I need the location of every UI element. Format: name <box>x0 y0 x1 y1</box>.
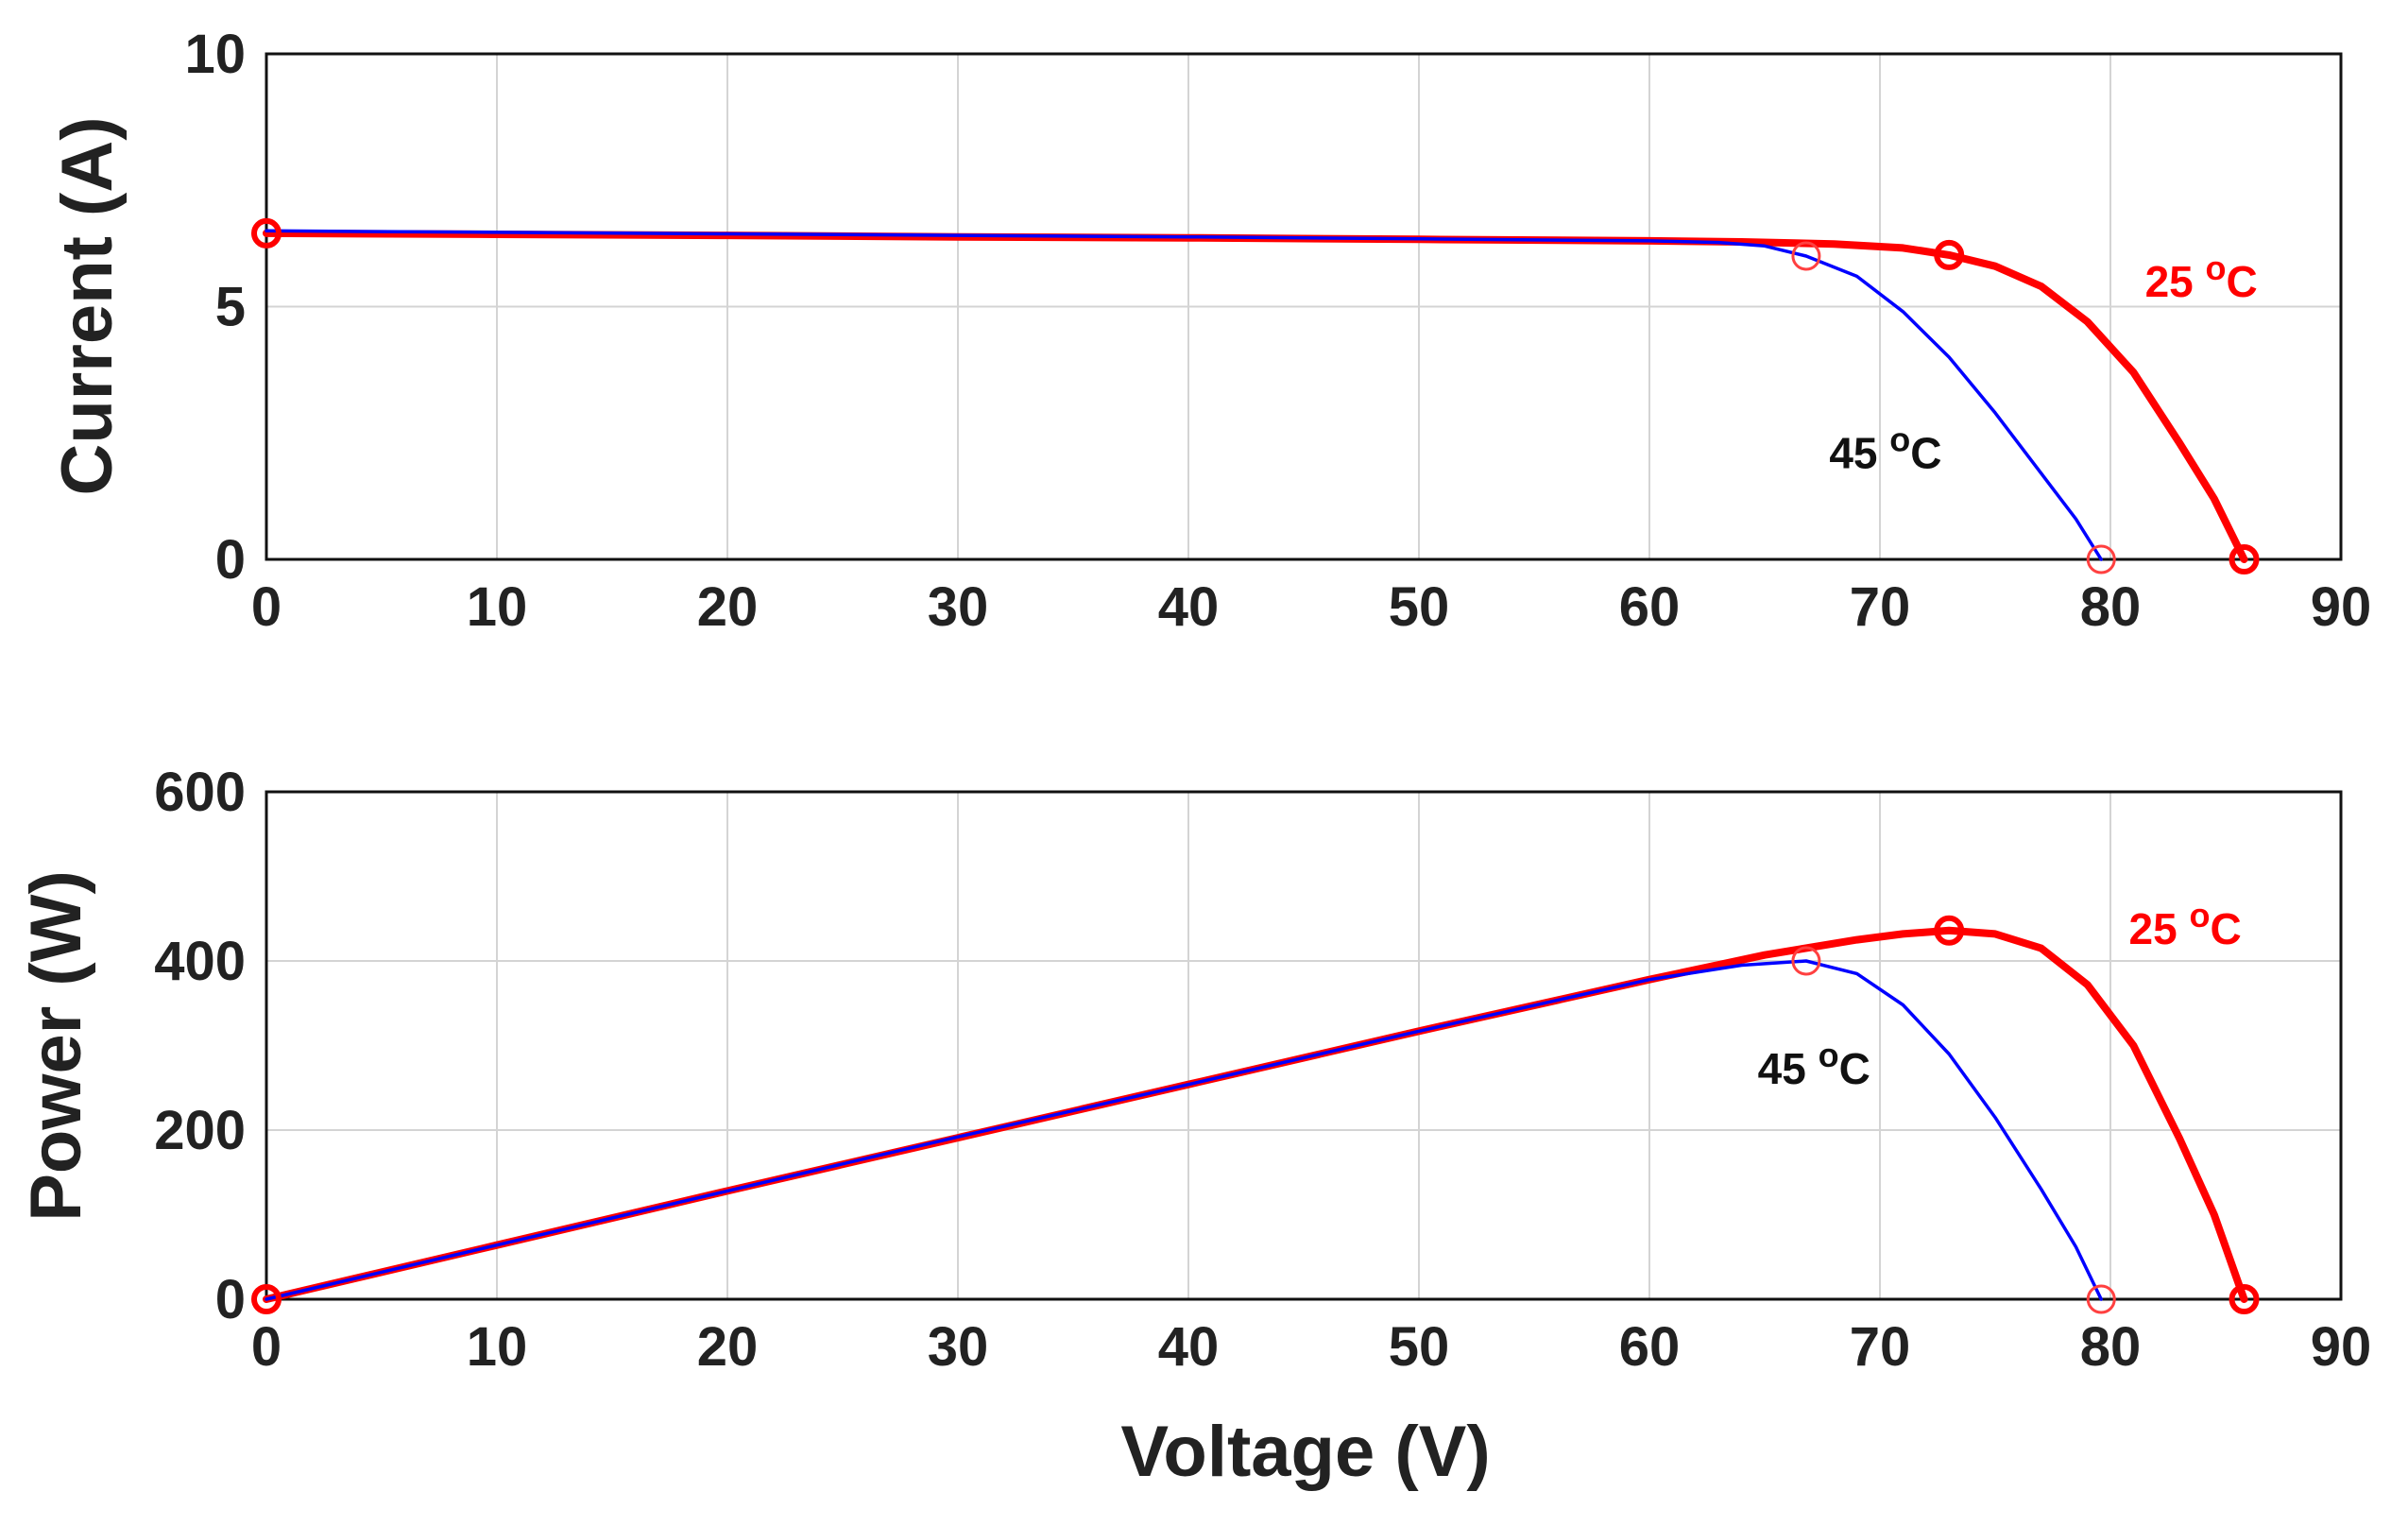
data-point-marker <box>2229 1284 2260 1314</box>
data-point-marker <box>1791 946 1821 976</box>
x-tick-label: 10 <box>467 576 528 638</box>
x-tick-label: 20 <box>697 576 759 638</box>
x-tick-label: 20 <box>697 1316 759 1378</box>
x-tick-label: 50 <box>1389 1316 1450 1378</box>
series-annotation: 25 oC <box>2145 249 2258 306</box>
data-point-marker <box>1934 915 1965 946</box>
y-tick-label: 400 <box>154 931 246 992</box>
y-tick-label: 5 <box>215 277 246 338</box>
series-line <box>263 229 2248 563</box>
x-tick-label: 0 <box>251 1316 282 1378</box>
series-annotation: 25 oC <box>2129 896 2242 953</box>
series-line <box>263 926 2248 1303</box>
x-tick-label: 30 <box>928 576 989 638</box>
data-point-marker <box>2086 544 2116 574</box>
series-line <box>265 229 2103 561</box>
series-annotation: 45 oC <box>1829 420 1941 478</box>
x-tick-label: 90 <box>2311 1316 2372 1378</box>
y-tick-label: 200 <box>154 1100 246 1161</box>
x-tick-label: 80 <box>2080 1316 2142 1378</box>
y-axis-title: Current (A) <box>47 116 128 495</box>
plot-frame <box>265 52 2343 561</box>
y-tick-label: 0 <box>215 529 246 591</box>
data-point-marker <box>251 1284 282 1314</box>
data-point-marker <box>1791 241 1821 271</box>
x-tick-label: 40 <box>1158 1316 1220 1378</box>
x-tick-label: 60 <box>1619 1316 1681 1378</box>
power-voltage-plot: 0 10 20 30 40 50 60 70 80 90 0 200 400 600 Power (W) 25… <box>16 762 2371 1378</box>
y-tick-label: 10 <box>184 24 246 85</box>
x-tick-label: 90 <box>2311 576 2372 638</box>
data-point-marker <box>1934 239 1965 270</box>
series-annotation: 45 oC <box>1758 1036 1870 1093</box>
x-tick-label: 40 <box>1158 576 1220 638</box>
plot-frame <box>265 790 2343 1301</box>
x-tick-label: 0 <box>251 576 282 638</box>
y-axis-title: Power (W) <box>16 870 96 1222</box>
x-axis-title: Voltage (V) <box>1120 1412 1490 1492</box>
x-tick-label: 60 <box>1619 576 1681 638</box>
x-tick-label: 50 <box>1389 576 1450 638</box>
y-tick-label: 0 <box>215 1269 246 1330</box>
current-voltage-plot: 0 10 20 30 40 50 60 70 80 90 0 5 10 Current (A) 25 oC 4… <box>47 24 2371 638</box>
y-tick-label: 600 <box>154 762 246 823</box>
series-line <box>265 959 2103 1301</box>
x-tick-label: 30 <box>928 1316 989 1378</box>
x-tick-label: 70 <box>1850 576 1911 638</box>
data-point-marker <box>2229 544 2260 574</box>
x-tick-label: 70 <box>1850 1316 1911 1378</box>
x-tick-label: 80 <box>2080 576 2142 638</box>
data-point-marker <box>251 217 282 249</box>
x-tick-label: 10 <box>467 1316 528 1378</box>
data-point-marker <box>2086 1284 2116 1314</box>
